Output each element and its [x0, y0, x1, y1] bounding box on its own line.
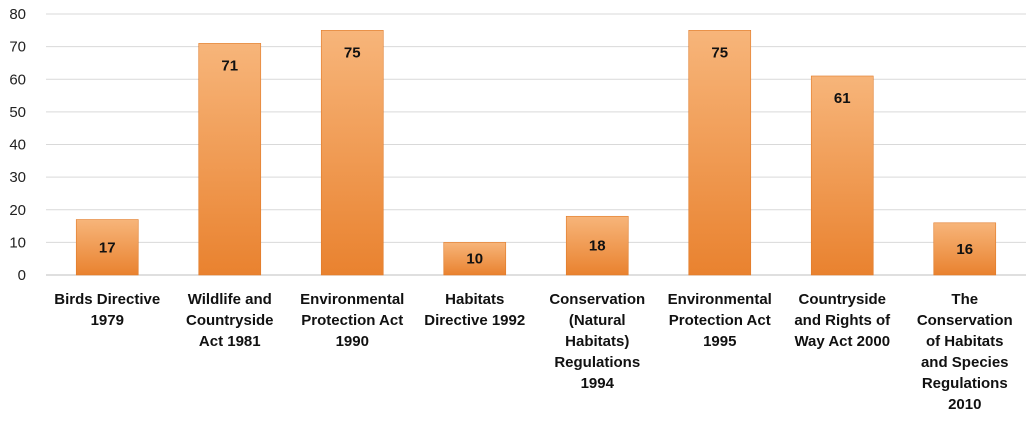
category-label: Environmental Protection Act 1995	[668, 291, 772, 350]
category-label-line: Countryside	[798, 291, 886, 308]
data-label: 61	[834, 90, 851, 107]
x-axis-categories: Birds Directive 1979 Wildlife and Countrysi…	[54, 291, 1012, 413]
category-label-line: Environmental	[668, 291, 772, 308]
category-label-line: Regulations	[554, 354, 640, 371]
category-label: Environmental Protection Act 1990	[300, 291, 404, 350]
y-tick-label: 40	[9, 137, 26, 154]
category-label-line: Habitats)	[565, 333, 629, 350]
bar	[688, 30, 752, 276]
category-label: Wildlife and Countryside Act 1981	[186, 291, 274, 350]
category-label: Birds Directive 1979	[54, 291, 160, 329]
category-label: Conservation (Natural Habitats) Regulations…	[549, 291, 645, 392]
category-label-line: Directive 1992	[424, 312, 525, 329]
category-label-line: Environmental	[300, 291, 404, 308]
y-tick-label: 10	[9, 234, 26, 251]
category-label-line: (Natural	[569, 312, 626, 329]
category-label: Countryside and Rights of Way Act 2000	[794, 291, 891, 350]
data-label: 71	[221, 57, 238, 74]
category-label-line: Countryside	[186, 312, 274, 329]
y-tick-label: 30	[9, 169, 26, 186]
bars	[75, 30, 997, 276]
data-label: 18	[589, 238, 606, 255]
category-label-line: 2010	[948, 396, 981, 413]
gridlines	[46, 13, 1026, 276]
bar	[810, 75, 874, 276]
category-label-line: Birds Directive	[54, 291, 160, 308]
category-label-line: 1979	[91, 312, 124, 329]
y-tick-label: 80	[9, 6, 26, 23]
category-label-line: Protection Act	[301, 312, 403, 329]
y-tick-label: 60	[9, 71, 26, 88]
y-axis-ticks: 0 10 20 30 40 50 60 70 80	[9, 6, 26, 284]
data-label: 17	[99, 239, 116, 256]
category-label-line: 1994	[581, 375, 615, 392]
y-tick-label: 0	[18, 267, 26, 284]
category-label-line: Conservation	[549, 291, 645, 308]
category-label-line: Protection Act	[669, 312, 771, 329]
bar	[933, 222, 997, 276]
data-label: 10	[466, 251, 483, 268]
category-label-line: Regulations	[922, 375, 1008, 392]
category-label-line: The	[951, 291, 978, 308]
bar	[198, 43, 262, 276]
category-label-line: Way Act 2000	[794, 333, 890, 350]
bar	[320, 30, 384, 276]
bar	[75, 219, 139, 276]
category-label-line: and Species	[921, 354, 1009, 371]
data-label: 75	[711, 44, 728, 61]
category-label-line: 1995	[703, 333, 736, 350]
category-label-line: Act 1981	[199, 333, 261, 350]
category-label-line: Habitats	[445, 291, 504, 308]
category-label-line: Wildlife and	[188, 291, 272, 308]
category-label-line: and Rights of	[794, 312, 891, 329]
y-tick-label: 70	[9, 39, 26, 56]
data-label: 16	[956, 241, 973, 258]
y-tick-label: 20	[9, 202, 26, 219]
category-label-line: of Habitats	[926, 333, 1004, 350]
category-label: Habitats Directive 1992	[424, 291, 525, 329]
bar	[565, 215, 629, 276]
y-tick-label: 50	[9, 104, 26, 121]
data-labels: 17 71 75 10 18 75 61 16	[99, 44, 973, 267]
category-label-line: 1990	[336, 333, 369, 350]
bar	[443, 242, 507, 276]
category-label: The Conservation of Habitats and Species Reg…	[917, 291, 1013, 413]
category-label-line: Conservation	[917, 312, 1013, 329]
data-label: 75	[344, 44, 361, 61]
